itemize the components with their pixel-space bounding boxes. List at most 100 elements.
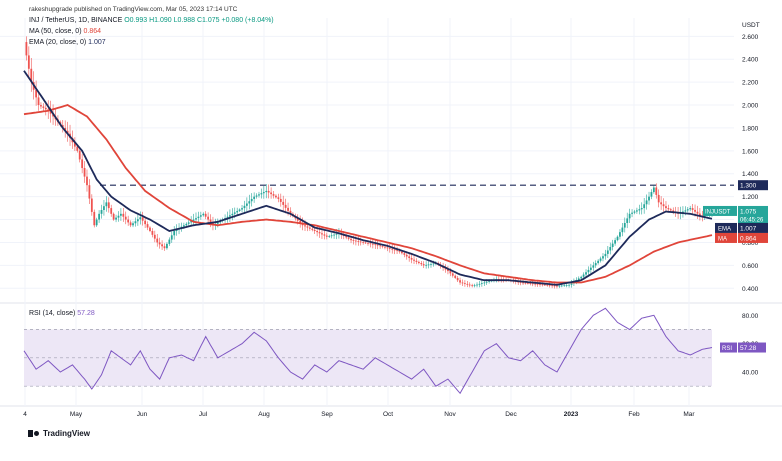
- rsi-legend: RSI (14, close) 57.28: [29, 310, 95, 317]
- candle-body: [415, 260, 418, 262]
- candle-body: [577, 278, 580, 281]
- candle-body: [44, 107, 47, 110]
- candle-body: [243, 205, 246, 209]
- price-tick-label: 2.000: [742, 103, 759, 110]
- candle-body: [199, 215, 202, 217]
- candle-body: [698, 213, 701, 216]
- candle-body: [149, 227, 151, 231]
- candle-body: [374, 244, 377, 246]
- candle-body: [78, 150, 81, 160]
- ema-value-badge: 1.007: [740, 225, 757, 232]
- candle-body: [376, 244, 379, 246]
- candle-body: [136, 219, 139, 222]
- candle-body: [541, 284, 544, 286]
- candle-body: [83, 168, 86, 177]
- candle-body: [323, 234, 326, 236]
- price-tick-label: 2.200: [742, 80, 759, 87]
- candle-body: [585, 272, 587, 275]
- price-tick-label: 1.800: [742, 125, 759, 132]
- rsi-tick-label: 40.00: [742, 370, 759, 377]
- candle-body: [144, 220, 147, 225]
- candle-body: [354, 240, 357, 242]
- candle-body: [156, 238, 159, 243]
- candle-body: [282, 201, 285, 205]
- candle-body: [529, 283, 532, 285]
- candle-body: [25, 42, 28, 56]
- candle-body: [267, 190, 270, 193]
- candle-body: [473, 285, 476, 287]
- candle-body: [602, 256, 604, 259]
- price-tick-label: 2.600: [742, 34, 759, 41]
- symbol-line: INJ / TetherUS, 1D, BINANCE O0.993 H1.09…: [29, 17, 274, 24]
- candle-body: [195, 218, 197, 220]
- candle-body: [413, 259, 415, 261]
- candle-body: [619, 232, 621, 237]
- ema-legend: EMA (20, close, 0) 1.007: [29, 39, 106, 46]
- candle-body: [105, 202, 108, 207]
- candle-body: [621, 227, 624, 233]
- candle-body: [88, 185, 91, 199]
- candle-body: [272, 194, 275, 196]
- candle-body: [318, 232, 321, 234]
- candle-body: [587, 269, 590, 273]
- candle-body: [594, 263, 597, 266]
- candle-body: [30, 68, 33, 83]
- candle-body: [384, 246, 386, 248]
- candle-body: [359, 241, 362, 243]
- candle-body: [371, 243, 374, 245]
- candle-body: [451, 273, 454, 276]
- candle-body: [112, 213, 115, 220]
- currency-label: USDT: [742, 22, 760, 29]
- candle-body: [289, 210, 292, 214]
- candle-body: [93, 211, 96, 226]
- candle-body: [76, 146, 79, 151]
- candle-body: [386, 247, 389, 249]
- ma-legend: MA (50, close, 0) 0.864: [29, 28, 101, 35]
- candle-body: [466, 283, 469, 285]
- candle-body: [158, 242, 161, 245]
- ma-50-line: [23, 104, 713, 284]
- candle-body: [277, 197, 280, 199]
- candle-body: [202, 213, 205, 216]
- candle-body: [599, 258, 602, 261]
- candle-body: [81, 159, 84, 169]
- candle-body: [456, 277, 459, 281]
- candle-body: [638, 209, 641, 211]
- candle-body: [539, 284, 541, 285]
- candle-body: [403, 253, 406, 255]
- candle-body: [427, 264, 430, 266]
- candle-body: [694, 209, 696, 212]
- symbol-tag-bg: [703, 205, 737, 216]
- candle-body: [37, 97, 40, 106]
- candle-body: [175, 229, 178, 231]
- time-tick-label: 4: [23, 411, 27, 418]
- candle-body: [548, 285, 551, 286]
- last-price-badge-bg: [738, 205, 768, 224]
- candle-body: [367, 242, 369, 244]
- candle-body: [352, 240, 355, 241]
- bar-countdown: 06:45:26: [740, 217, 764, 223]
- candle-body: [64, 127, 67, 131]
- candle-body: [245, 203, 248, 206]
- time-tick-label: Jun: [137, 411, 148, 418]
- candle-body: [611, 243, 614, 248]
- candle-body: [209, 219, 212, 223]
- candle-body: [655, 187, 658, 195]
- candle-body: [110, 208, 113, 214]
- candle-body: [241, 208, 243, 210]
- candle-body: [580, 276, 583, 279]
- tradingview-brand[interactable]: TradingView: [28, 429, 90, 438]
- time-tick-label: Oct: [383, 411, 393, 418]
- publisher-line: rakeshupgrade published on TradingView.c…: [29, 6, 238, 13]
- candle-body: [236, 210, 239, 213]
- candle-body: [258, 194, 260, 196]
- rsi-legend-label: RSI (14, close): [29, 310, 76, 317]
- candle-body: [166, 243, 168, 249]
- candle-body: [667, 208, 670, 210]
- candle-body: [325, 235, 328, 237]
- price-tick-label: 0.600: [742, 263, 759, 270]
- rsi-tick-label: 80.00: [742, 313, 759, 320]
- candle-body: [669, 209, 672, 211]
- candle-body: [321, 233, 323, 235]
